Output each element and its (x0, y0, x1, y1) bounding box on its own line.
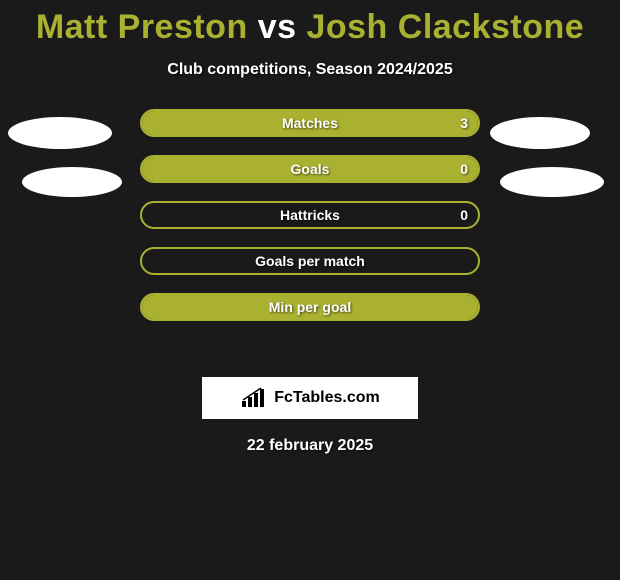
comparison-stage: Matches3Goals0Hattricks0Goals per matchM… (0, 109, 620, 369)
player2-name: Josh Clackstone (306, 8, 584, 46)
brand-box: FcTables.com (202, 377, 418, 419)
comparison-title: Matt Preston vs Josh Clackstone (0, 0, 620, 47)
brand-icon (240, 387, 268, 409)
subtitle: Club competitions, Season 2024/2025 (0, 61, 620, 79)
player-ellipse-0 (8, 117, 112, 149)
player1-name: Matt Preston (36, 8, 248, 46)
vs-text: vs (258, 8, 297, 46)
stat-value-right: 3 (460, 115, 468, 131)
player-ellipse-3 (500, 167, 604, 197)
stat-label: Min per goal (142, 299, 478, 315)
stat-row-goals: Goals0 (140, 155, 480, 183)
stat-label: Goals per match (142, 253, 478, 269)
stat-row-hattricks: Hattricks0 (140, 201, 480, 229)
stat-rows: Matches3Goals0Hattricks0Goals per matchM… (140, 109, 480, 321)
stat-label: Goals (142, 161, 478, 177)
stat-value-right: 0 (460, 161, 468, 177)
stat-label: Hattricks (142, 207, 478, 223)
stat-row-goals-per-match: Goals per match (140, 247, 480, 275)
brand-text: FcTables.com (274, 389, 380, 407)
player-ellipse-2 (22, 167, 122, 197)
stat-value-right: 0 (460, 207, 468, 223)
stat-row-min-per-goal: Min per goal (140, 293, 480, 321)
stat-label: Matches (142, 115, 478, 131)
date-text: 22 february 2025 (0, 437, 620, 455)
player-ellipse-1 (490, 117, 590, 149)
stat-row-matches: Matches3 (140, 109, 480, 137)
